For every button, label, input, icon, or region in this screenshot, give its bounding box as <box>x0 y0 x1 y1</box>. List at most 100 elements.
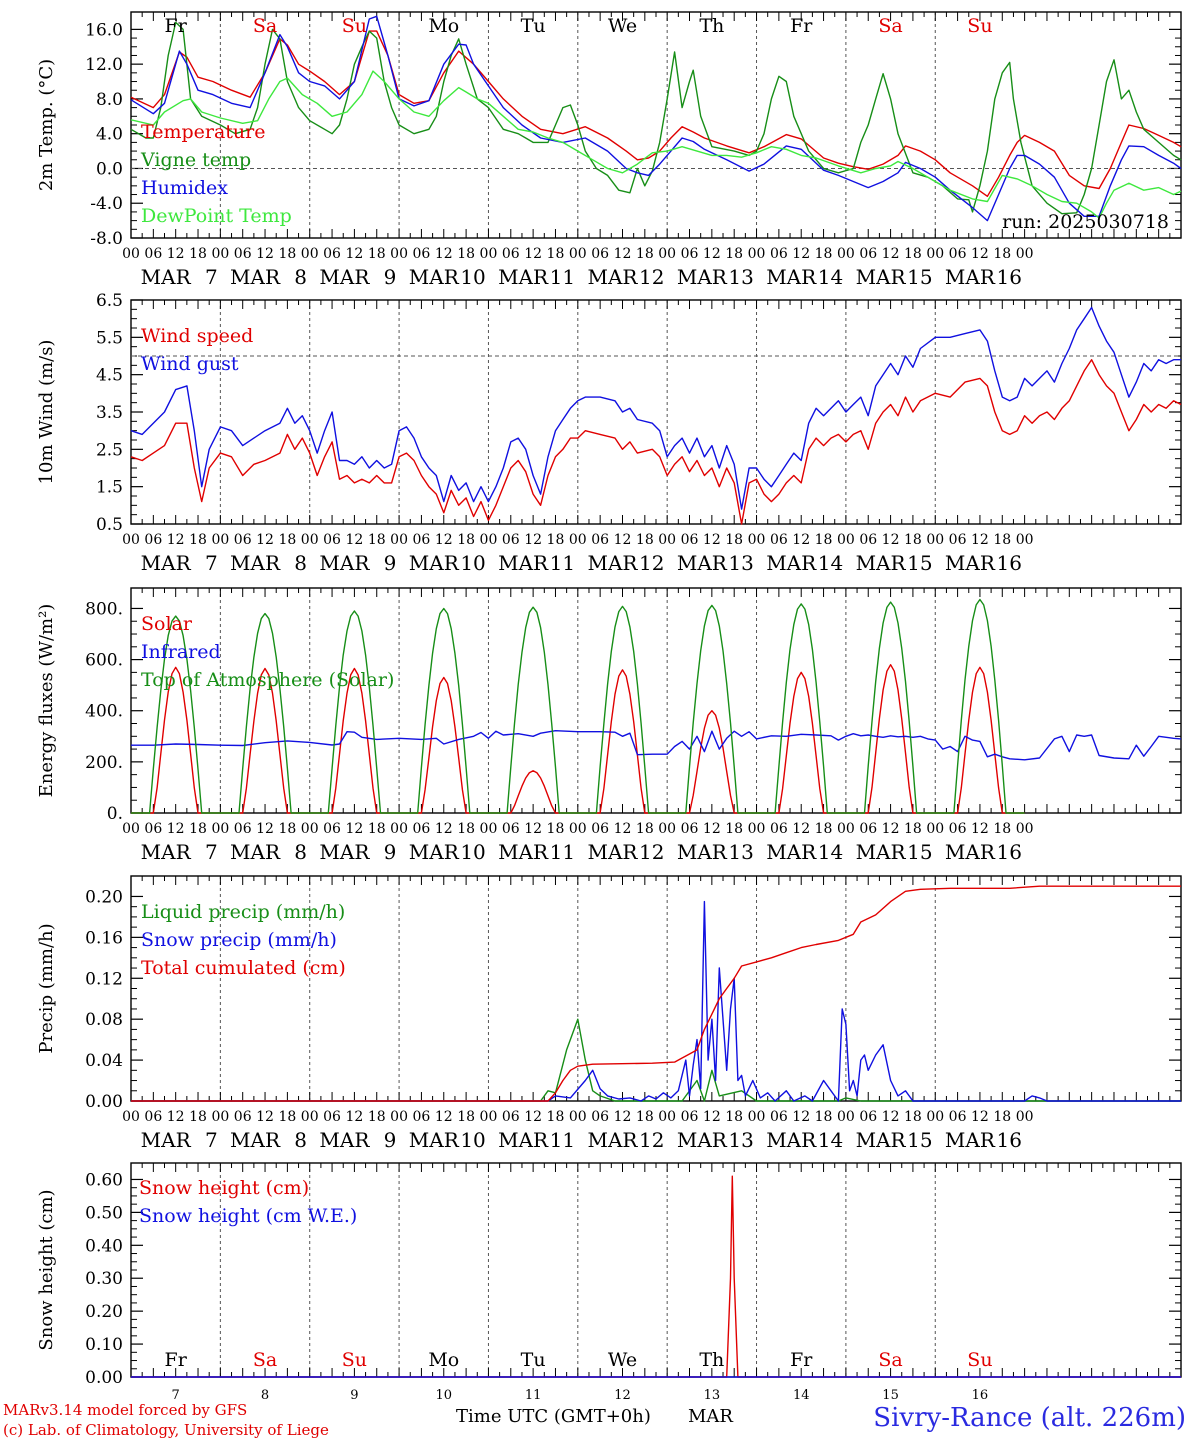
day-number-label: 12 <box>639 551 664 575</box>
series-line <box>130 306 1181 510</box>
series-line <box>131 885 1181 1102</box>
hour-tick-label: 00 <box>569 821 587 837</box>
hour-tick-label: 12 <box>882 821 900 837</box>
hour-tick-label: 12 <box>792 821 810 837</box>
y-tick-label: 600. <box>85 651 123 671</box>
legend-entry: Wind speed <box>141 325 253 347</box>
day-number-label: 12 <box>639 265 664 289</box>
day-number-label: 11 <box>550 840 575 864</box>
month-label: MAR <box>319 551 370 575</box>
hour-tick-label: 18 <box>189 246 207 262</box>
hour-tick-label: 12 <box>167 821 185 837</box>
day-number-label: 9 <box>350 1388 358 1403</box>
y-tick-label: 4.0 <box>96 125 123 145</box>
month-label: MAR <box>498 1128 549 1152</box>
month-label: MAR <box>856 840 907 864</box>
y-tick-label: 0.20 <box>85 887 123 907</box>
day-number-label: 16 <box>996 1128 1021 1152</box>
hour-tick-label: 00 <box>122 246 140 262</box>
day-number-label: 8 <box>294 1128 307 1152</box>
y-axis-label: Precip (mm/h) <box>36 923 57 1053</box>
hour-tick-label: 12 <box>256 821 274 837</box>
hour-tick-label: 00 <box>211 821 229 837</box>
legend-entry: Snow precip (mm/h) <box>141 929 337 951</box>
series-line <box>131 1018 1181 1102</box>
day-number-label: 16 <box>996 551 1021 575</box>
y-tick-label: 6.5 <box>96 291 123 311</box>
hour-tick-label: 06 <box>859 532 877 548</box>
day-number-label: 10 <box>460 551 485 575</box>
legend-entry: Snow height (cm) <box>139 1177 309 1199</box>
month-label: MAR <box>141 840 192 864</box>
y-tick-label: 0.00 <box>85 1092 123 1112</box>
hour-tick-label: 18 <box>815 821 833 837</box>
hour-tick-label: 12 <box>882 246 900 262</box>
hour-tick-label: 18 <box>278 821 296 837</box>
lab-credit: (c) Lab. of Climatology, University of L… <box>3 1421 329 1439</box>
y-tick-label: 0.20 <box>85 1302 123 1322</box>
day-number-label: 10 <box>460 1128 485 1152</box>
legend-entry: Humidex <box>141 177 228 199</box>
hour-tick-label: 12 <box>882 532 900 548</box>
hour-tick-label: 18 <box>725 246 743 262</box>
hour-tick-label: 06 <box>234 532 252 548</box>
hour-tick-label: 18 <box>189 532 207 548</box>
month-label: MAR <box>319 265 370 289</box>
legend-entry: Total cumulated (cm) <box>141 957 346 979</box>
month-label: MAR <box>319 1128 370 1152</box>
day-number-label: 10 <box>460 840 485 864</box>
day-number-label: 13 <box>704 1388 721 1403</box>
y-tick-label: 1.5 <box>96 478 123 498</box>
hour-tick-label: 06 <box>770 246 788 262</box>
hour-tick-label: 06 <box>681 532 699 548</box>
hour-tick-label: 06 <box>234 821 252 837</box>
y-tick-label: -4.0 <box>90 194 123 214</box>
weekday-label: Tu <box>521 15 546 37</box>
hour-tick-label: 00 <box>480 532 498 548</box>
day-number-label: 8 <box>294 840 307 864</box>
weekday-label: Mo <box>428 1349 459 1371</box>
hour-tick-label: 06 <box>949 1109 967 1125</box>
month-label: MAR <box>587 840 638 864</box>
day-number-label: 8 <box>261 1388 269 1403</box>
weekday-label: Sa <box>253 1349 277 1371</box>
hour-tick-label: 18 <box>547 532 565 548</box>
day-number-label: 14 <box>818 1128 843 1152</box>
hour-tick-label: 00 <box>658 246 676 262</box>
month-label: MAR <box>409 840 460 864</box>
hour-tick-label: 18 <box>189 1109 207 1125</box>
hour-tick-label: 00 <box>390 821 408 837</box>
hour-tick-label: 06 <box>502 532 520 548</box>
hour-tick-label: 18 <box>457 532 475 548</box>
model-credit: MARv3.14 model forced by GFS <box>3 1401 248 1419</box>
hour-tick-label: 18 <box>189 821 207 837</box>
month-label: MAR <box>230 1128 281 1152</box>
day-number-label: 12 <box>639 840 664 864</box>
hour-tick-label: 12 <box>703 821 721 837</box>
hour-tick-label: 00 <box>122 532 140 548</box>
legend-entry: Liquid precip (mm/h) <box>141 901 345 923</box>
hour-tick-label: 18 <box>815 246 833 262</box>
day-number-label: 10 <box>460 265 485 289</box>
hour-tick-label: 12 <box>703 246 721 262</box>
hour-tick-label: 18 <box>368 246 386 262</box>
hour-tick-label: 18 <box>993 821 1011 837</box>
day-number-label: 11 <box>525 1388 542 1403</box>
y-tick-label: 5.5 <box>96 328 123 348</box>
hour-tick-label: 00 <box>837 246 855 262</box>
month-label: MAR <box>141 551 192 575</box>
hour-tick-label: 18 <box>636 821 654 837</box>
y-tick-label: 800. <box>85 599 123 619</box>
weekday-label: Fr <box>165 1349 188 1371</box>
y-tick-label: 0.10 <box>85 1335 123 1355</box>
hour-tick-label: 00 <box>1016 246 1034 262</box>
y-tick-label: 0.16 <box>85 928 123 948</box>
y-tick-label: 0.00 <box>85 1368 123 1388</box>
day-number-label: 11 <box>550 551 575 575</box>
hour-tick-label: 12 <box>524 246 542 262</box>
hour-tick-label: 06 <box>502 821 520 837</box>
hour-tick-label: 06 <box>502 1109 520 1125</box>
day-number-label: 7 <box>205 551 218 575</box>
hour-tick-label: 06 <box>949 532 967 548</box>
